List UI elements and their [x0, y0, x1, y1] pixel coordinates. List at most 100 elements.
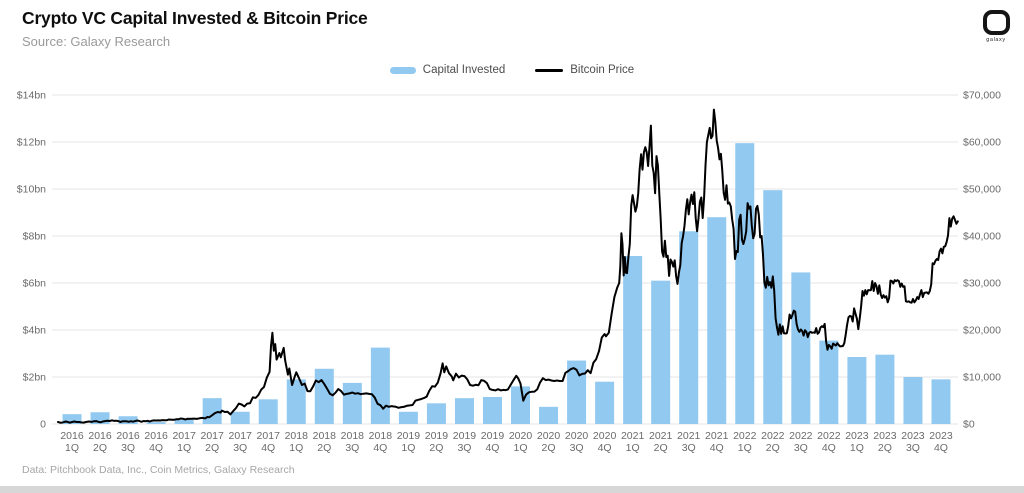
y-axis-label-left: $6bn: [23, 278, 47, 290]
y-axis-label-right: $0: [963, 419, 975, 431]
x-axis-label-year: 2022: [733, 430, 757, 442]
vc-bar: [426, 403, 446, 424]
x-axis-label-year: 2022: [761, 430, 785, 442]
x-axis-label-quarter: 2Q: [654, 442, 668, 454]
vc-bar: [875, 354, 895, 424]
bitcoin-price-swatch-icon: [535, 68, 564, 72]
x-axis-label-year: 2017: [172, 430, 196, 442]
x-axis-label-quarter: 4Q: [149, 442, 163, 454]
vc-bar: [118, 416, 138, 424]
vc-bar: [595, 381, 615, 424]
y-axis-label-left: $10bn: [17, 184, 46, 196]
x-axis-label-quarter: 3Q: [121, 442, 135, 454]
x-axis-label-quarter: 2Q: [205, 442, 219, 454]
vc-bar: [679, 231, 699, 424]
vc-bar: [146, 422, 166, 424]
vc-bar: [651, 280, 671, 424]
y-axis-label-right: $50,000: [963, 184, 1001, 196]
x-axis-label-year: 2020: [565, 430, 589, 442]
x-axis-label-quarter: 2Q: [766, 442, 780, 454]
vc-bar: [847, 357, 867, 424]
x-axis-label-quarter: 2Q: [93, 442, 107, 454]
x-axis-label-year: 2020: [593, 430, 617, 442]
x-axis-label-quarter: 4Q: [485, 442, 499, 454]
legend: Capital Invested Bitcoin Price: [0, 64, 1024, 76]
x-axis-label-quarter: 1Q: [289, 442, 303, 454]
x-axis-label-year: 2021: [649, 430, 673, 442]
chart-header: Crypto VC Capital Invested & Bitcoin Pri…: [22, 8, 368, 49]
legend-label-bitcoin-price: Bitcoin Price: [570, 64, 635, 76]
vc-bar: [819, 340, 839, 424]
x-axis-label-year: 2019: [453, 430, 477, 442]
x-axis-label-year: 2017: [200, 430, 224, 442]
vc-bar: [454, 398, 474, 424]
x-axis-label-quarter: 3Q: [233, 442, 247, 454]
x-axis-label-quarter: 1Q: [514, 442, 528, 454]
vc-bar: [342, 382, 362, 424]
vc-bar: [202, 398, 222, 424]
y-axis-label-left: 0: [40, 419, 46, 431]
x-axis-label-year: 2016: [116, 430, 140, 442]
y-axis-label-right: $20,000: [963, 325, 1001, 337]
vc-bar: [903, 377, 923, 424]
x-axis-label-year: 2023: [845, 430, 869, 442]
x-axis-label-quarter: 4Q: [261, 442, 275, 454]
vc-bar: [623, 255, 643, 424]
vc-bar: [90, 412, 110, 424]
x-axis-label-year: 2020: [509, 430, 533, 442]
x-axis-label-year: 2018: [369, 430, 393, 442]
capital-invested-swatch-icon: [389, 66, 416, 74]
x-axis-label-quarter: 1Q: [626, 442, 640, 454]
x-axis-label-quarter: 3Q: [345, 442, 359, 454]
x-axis-label-quarter: 3Q: [570, 442, 584, 454]
x-axis-label-year: 2022: [817, 430, 841, 442]
x-axis-label-quarter: 4Q: [373, 442, 387, 454]
data-credit: Data: Pitchbook Data, Inc., Coin Metrics…: [22, 464, 295, 476]
x-axis-label-year: 2023: [901, 430, 925, 442]
x-axis-label-quarter: 3Q: [682, 442, 696, 454]
x-axis-label-year: 2018: [285, 430, 309, 442]
x-axis-label-year: 2018: [341, 430, 365, 442]
x-axis-label-quarter: 1Q: [401, 442, 415, 454]
x-axis-label-quarter: 4Q: [710, 442, 724, 454]
x-axis-label-quarter: 1Q: [738, 442, 752, 454]
x-axis-label-year: 2017: [229, 430, 253, 442]
y-axis-label-right: $10,000: [963, 372, 1001, 384]
vc-bar: [62, 414, 82, 424]
x-axis-label-quarter: 1Q: [65, 442, 79, 454]
vc-bar: [286, 379, 306, 424]
btc-price-line: [57, 108, 959, 424]
y-axis-label-left: $4bn: [23, 325, 47, 337]
vc-bar: [230, 411, 250, 424]
x-axis-label-year: 2019: [397, 430, 421, 442]
x-axis-label-year: 2018: [313, 430, 337, 442]
vc-bar: [398, 411, 418, 424]
vc-bar: [482, 396, 502, 424]
vc-bar: [539, 406, 559, 424]
galaxy-logo-word: galaxy: [986, 37, 1006, 43]
x-axis-label-quarter: 4Q: [934, 442, 948, 454]
x-axis-label-quarter: 3Q: [794, 442, 808, 454]
vc-bar: [314, 368, 334, 424]
x-axis-label-year: 2023: [873, 430, 897, 442]
y-axis-label-left: $2bn: [23, 372, 47, 384]
x-axis-label-quarter: 3Q: [906, 442, 920, 454]
y-axis-label-left: $14bn: [17, 90, 46, 102]
vc-bar: [511, 386, 531, 424]
x-axis-label-year: 2016: [60, 430, 84, 442]
x-axis-label-quarter: 2Q: [878, 442, 892, 454]
vc-bar: [763, 190, 783, 424]
vc-bar: [707, 217, 727, 424]
x-axis-label-year: 2023: [929, 430, 953, 442]
x-axis-label-year: 2017: [257, 430, 281, 442]
vc-bar: [791, 272, 811, 424]
galaxy-logo: galaxy: [976, 10, 1016, 43]
x-axis-label-year: 2022: [789, 430, 813, 442]
x-axis-label-quarter: 4Q: [822, 442, 836, 454]
x-axis-label-quarter: 1Q: [177, 442, 191, 454]
x-axis-label-year: 2020: [537, 430, 561, 442]
chart-title: Crypto VC Capital Invested & Bitcoin Pri…: [22, 8, 368, 28]
y-axis-label-right: $60,000: [963, 137, 1001, 149]
x-axis-label-year: 2016: [144, 430, 168, 442]
x-axis-label-quarter: 2Q: [429, 442, 443, 454]
